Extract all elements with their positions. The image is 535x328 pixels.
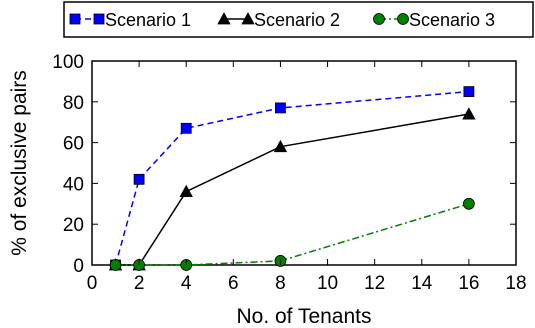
x-tick-label: 16 <box>458 273 479 294</box>
x-tick-label: 14 <box>411 273 433 294</box>
legend-entry: Scenario 1 <box>69 10 191 30</box>
legend-marker <box>397 13 409 25</box>
plot-area <box>91 60 517 266</box>
x-tick-label: 0 <box>87 273 98 294</box>
y-tick-label: 60 <box>63 134 84 155</box>
y-tick-label: 20 <box>63 215 84 236</box>
x-tick-label: 4 <box>181 273 192 294</box>
x-axis-label: No. of Tenants <box>236 305 371 328</box>
x-tick-label: 2 <box>134 273 145 294</box>
x-tick-label: 8 <box>275 273 286 294</box>
legend-marker <box>217 12 231 25</box>
legend-label: Scenario 3 <box>409 10 495 30</box>
y-tick-label: 0 <box>73 256 84 277</box>
series-3 <box>109 197 475 271</box>
legend-marker <box>69 13 81 25</box>
data-point <box>462 197 475 210</box>
series-line <box>115 203 470 266</box>
data-point <box>463 86 475 97</box>
data-point <box>133 173 145 185</box>
data-point <box>179 184 193 197</box>
series-layer <box>108 86 476 271</box>
legend-entry: Scenario 2 <box>217 10 340 30</box>
series-line <box>114 90 469 266</box>
legend-marker <box>93 13 105 25</box>
data-point <box>109 259 122 271</box>
legend-marker <box>373 13 385 25</box>
legend-entry: Scenario 3 <box>373 10 495 30</box>
y-tick-label: 100 <box>52 52 84 73</box>
legend: Scenario 1 Scenario 2 Scenario 3 <box>63 1 534 38</box>
series-1 <box>110 86 475 271</box>
y-tick-label: 40 <box>63 174 84 195</box>
legend-marker <box>241 12 255 25</box>
y-axis-label: % of exclusive pairs <box>8 70 31 256</box>
series-2 <box>108 107 476 271</box>
x-tick-label: 10 <box>317 273 338 294</box>
legend-label: Scenario 1 <box>105 10 191 30</box>
y-tick-label: 80 <box>63 93 84 114</box>
data-point <box>180 122 192 134</box>
legend-box <box>63 1 534 38</box>
x-tick-label: 6 <box>228 273 239 294</box>
series-line <box>115 113 470 266</box>
data-point <box>275 102 286 114</box>
data-point <box>462 107 476 120</box>
legend-label: Scenario 2 <box>254 10 340 30</box>
x-tick-label: 12 <box>364 273 385 294</box>
data-point <box>273 139 288 153</box>
tick-layer: 0 2 4 6 8 10 12 14 16 18 0 20 40 60 80 100 <box>52 52 526 294</box>
x-tick-label: 18 <box>505 273 526 294</box>
